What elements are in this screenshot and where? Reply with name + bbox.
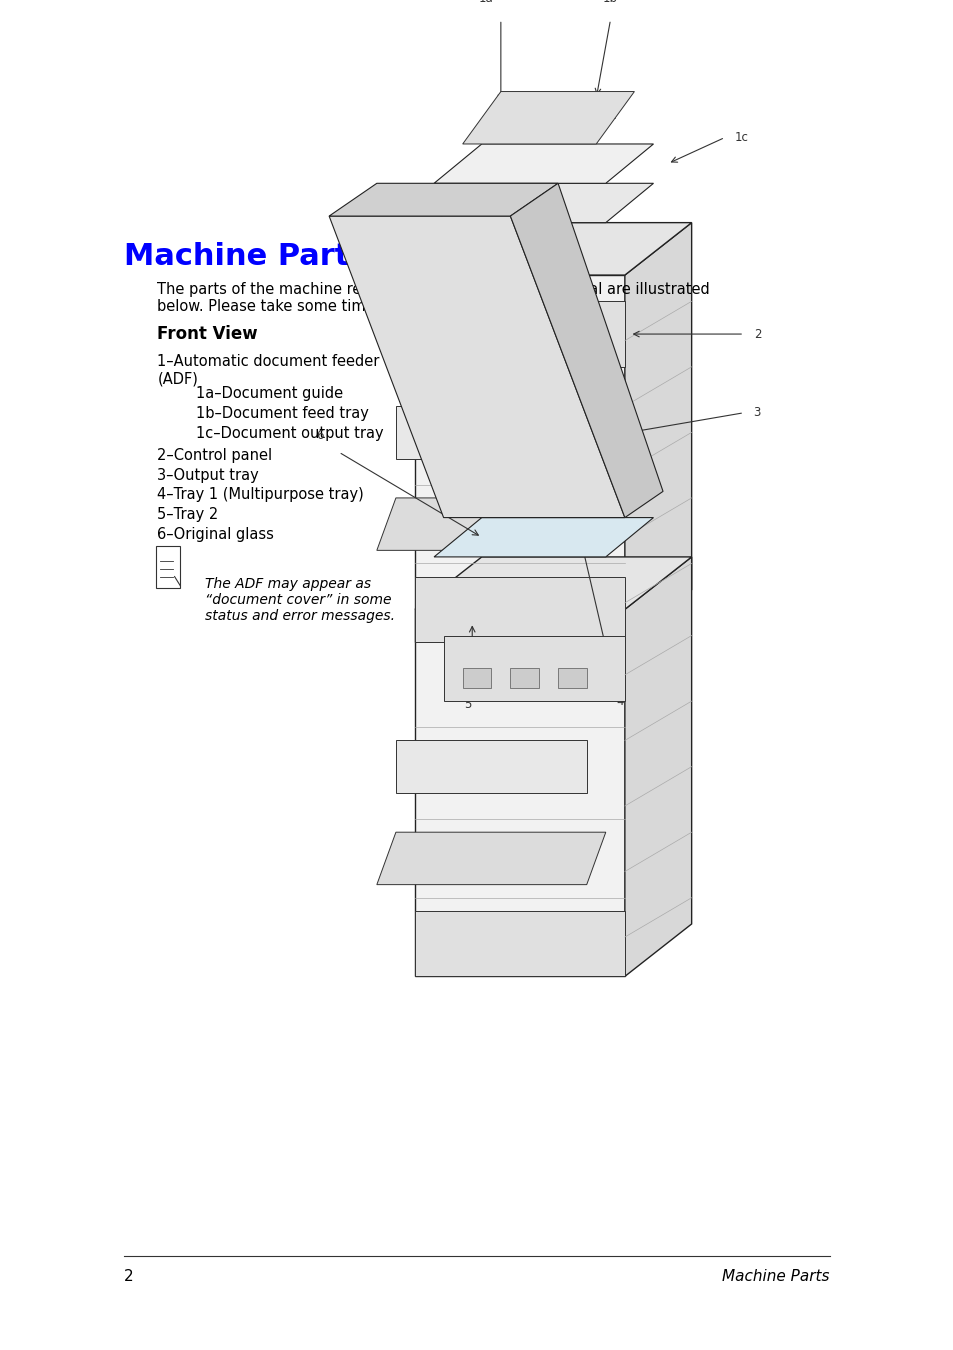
Text: Machine Parts: Machine Parts xyxy=(721,1269,829,1284)
Polygon shape xyxy=(415,275,624,643)
Text: 2–Control panel: 2–Control panel xyxy=(157,448,273,463)
Text: 4–Tray 1 (Multipurpose tray): 4–Tray 1 (Multipurpose tray) xyxy=(157,487,364,502)
Polygon shape xyxy=(443,301,624,367)
Text: 2: 2 xyxy=(753,328,760,340)
Polygon shape xyxy=(395,740,586,792)
Bar xyxy=(510,668,538,688)
Polygon shape xyxy=(415,558,691,609)
Text: 5–Tray 2: 5–Tray 2 xyxy=(157,508,218,522)
Text: Front View: Front View xyxy=(157,325,257,343)
Polygon shape xyxy=(376,498,605,551)
Text: 1–Automatic document feeder
(ADF): 1–Automatic document feeder (ADF) xyxy=(157,354,379,386)
Text: 3–Output tray: 3–Output tray xyxy=(157,467,259,483)
Bar xyxy=(558,333,586,354)
Polygon shape xyxy=(510,184,662,517)
Text: 1b–Document feed tray: 1b–Document feed tray xyxy=(195,406,368,421)
Text: 1c: 1c xyxy=(734,131,748,144)
Text: 5: 5 xyxy=(463,698,471,710)
Polygon shape xyxy=(434,184,653,223)
Text: 1c–Document output tray: 1c–Document output tray xyxy=(195,425,383,441)
Text: 6: 6 xyxy=(315,429,323,441)
Polygon shape xyxy=(415,223,691,275)
Text: The parts of the machine referred to throughout this manual are illustrated
belo: The parts of the machine referred to thr… xyxy=(157,282,709,315)
Text: 6–Original glass: 6–Original glass xyxy=(157,526,274,541)
Text: 2: 2 xyxy=(124,1269,133,1284)
Text: 1a–Document guide: 1a–Document guide xyxy=(195,386,342,401)
Text: 1b: 1b xyxy=(602,0,618,5)
Polygon shape xyxy=(415,911,624,976)
Polygon shape xyxy=(329,184,558,216)
Polygon shape xyxy=(624,223,691,643)
Polygon shape xyxy=(462,92,634,144)
Text: 4: 4 xyxy=(616,695,623,707)
Polygon shape xyxy=(376,832,605,884)
Bar xyxy=(462,333,491,354)
Polygon shape xyxy=(415,609,624,976)
Bar xyxy=(462,668,491,688)
Text: 3: 3 xyxy=(753,406,760,420)
Polygon shape xyxy=(434,517,653,558)
Text: Machine Parts: Machine Parts xyxy=(124,242,367,271)
Text: 1a: 1a xyxy=(478,0,494,5)
Polygon shape xyxy=(395,406,586,459)
FancyBboxPatch shape xyxy=(155,547,180,589)
Text: The ADF may appear as
“document cover” in some
status and error messages.: The ADF may appear as “document cover” i… xyxy=(205,576,395,622)
Polygon shape xyxy=(415,576,624,643)
Polygon shape xyxy=(624,558,691,976)
Polygon shape xyxy=(443,636,624,701)
Polygon shape xyxy=(434,144,653,184)
Polygon shape xyxy=(329,216,624,517)
Bar xyxy=(558,668,586,688)
Bar xyxy=(510,333,538,354)
